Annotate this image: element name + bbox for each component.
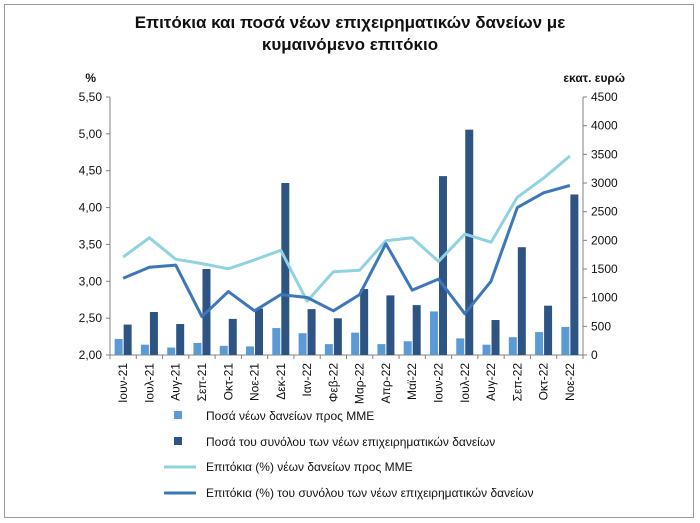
- x-tick-label: Νοε-22: [563, 363, 577, 401]
- x-tick-label: Ιουν-22: [431, 363, 445, 403]
- bar-total-amount: [544, 305, 553, 355]
- x-tick-label: Μαϊ-22: [405, 363, 419, 400]
- x-tick-labels: Ιουν-21 Ιουλ-21 Αυγ-21 Σεπ-21 Οκτ-21 Νοε-21 Δε…: [116, 363, 577, 404]
- bar-total-amount: [360, 289, 369, 355]
- bar-sme-amount: [219, 345, 228, 355]
- x-tick-label: Ιαν-22: [300, 363, 314, 397]
- bar-sme-amount: [403, 341, 412, 355]
- bar-sme-amount: [456, 338, 465, 355]
- left-tick-label: 5,00: [79, 127, 103, 141]
- right-tick-label: 3000: [591, 176, 618, 190]
- x-tick-label: Οκτ-21: [221, 363, 235, 401]
- bar-sme-amount: [429, 311, 438, 355]
- left-tick-label: 2,00: [79, 348, 103, 362]
- chart-title-line-1: Επιτόκια και ποσά νέων επιχειρηματικών δ…: [134, 13, 566, 32]
- bar-total-amount: [255, 308, 264, 355]
- bar-total-amount: [491, 320, 500, 355]
- bar-sme-amount: [140, 344, 149, 355]
- bar-sme-amount: [298, 333, 307, 355]
- legend-swatch: [174, 411, 182, 419]
- x-tick-label: Αυγ-21: [169, 363, 183, 401]
- left-tick-label: 3,00: [79, 274, 103, 288]
- legend-label: Ποσά του συνόλου των νέων επιχειρηματικώ…: [206, 435, 495, 449]
- bars: [114, 129, 579, 355]
- line-total-rate: [122, 184, 571, 319]
- left-axis-unit: %: [85, 71, 96, 85]
- left-tick-label: 5,50: [79, 90, 103, 104]
- bar-sme-amount: [377, 344, 386, 355]
- bar-sme-amount: [482, 344, 491, 355]
- right-tick-label: 4500: [591, 90, 618, 104]
- x-tick-label: Ιουλ-21: [142, 363, 156, 403]
- bar-total-amount: [281, 183, 290, 355]
- bar-sme-amount: [351, 332, 360, 355]
- x-tick-label: Νοε-21: [248, 363, 262, 401]
- bar-sme-amount: [167, 347, 176, 355]
- bar-total-amount: [570, 194, 579, 355]
- bar-sme-amount: [193, 342, 202, 355]
- x-tick-label: Ιουλ-22: [458, 363, 472, 403]
- left-tick-label: 2,50: [79, 311, 103, 325]
- right-tick-label: 4000: [591, 119, 618, 133]
- right-tick-label: 2000: [591, 233, 618, 247]
- legend: Ποσά νέων δανείων προς ΜΜΕ Ποσά του συνόλ…: [164, 409, 534, 500]
- left-tick-label: 4,00: [79, 201, 103, 215]
- lines: [122, 154, 571, 319]
- x-tick-label: Οκτ-22: [537, 363, 551, 401]
- right-tick-label: 1500: [591, 262, 618, 276]
- bar-sme-amount: [272, 328, 281, 355]
- chart-title: Επιτόκια και ποσά νέων επιχειρηματικών δ…: [0, 12, 700, 56]
- right-tick-label: 500: [591, 319, 611, 333]
- chart-frame: [4, 4, 694, 518]
- bar-sme-amount: [246, 346, 255, 355]
- chart-title-line-2: κυμαινόμενο επιτόκιο: [261, 35, 439, 54]
- x-tick-label: Σεπ-21: [195, 363, 209, 402]
- legend-swatch: [174, 437, 182, 445]
- bar-sme-amount: [508, 337, 517, 355]
- x-tick-label: Αυγ-22: [484, 363, 498, 401]
- axes: 2,00 2,50 3,00 3,50 4,00 4,50 5,00 5,50 0 500 1000…: [79, 90, 618, 362]
- bar-total-amount: [412, 305, 421, 355]
- bar-total-amount: [228, 318, 237, 355]
- bar-total-amount: [123, 324, 132, 355]
- bar-sme-amount: [535, 332, 544, 355]
- x-tick-label: Δεκ-21: [274, 363, 288, 400]
- x-tick-label: Σεπ-22: [510, 363, 524, 402]
- bar-sme-amount: [561, 326, 570, 355]
- bar-total-amount: [386, 295, 395, 355]
- left-tick-label: 4,50: [79, 164, 103, 178]
- right-tick-label: 3500: [591, 147, 618, 161]
- line-sme-rate: [122, 154, 571, 303]
- right-tick-label: 1000: [591, 291, 618, 305]
- legend-label: Επιτόκια (%) νέων δανείων προς ΜΜΕ: [206, 460, 413, 474]
- bar-total-amount: [149, 312, 158, 355]
- x-tick-label: Φεβ-22: [326, 363, 340, 402]
- right-tick-label: 0: [591, 348, 598, 362]
- right-axis-unit: εκατ. ευρώ: [563, 71, 625, 85]
- bar-sme-amount: [114, 338, 123, 355]
- x-tick-label: Ιουν-21: [116, 363, 130, 403]
- legend-label: Ποσά νέων δανείων προς ΜΜΕ: [206, 409, 374, 423]
- bar-total-amount: [307, 309, 316, 355]
- bar-total-amount: [517, 247, 526, 355]
- bar-total-amount: [465, 129, 474, 355]
- bar-total-amount: [176, 324, 185, 355]
- x-tick-label: Απρ-22: [379, 363, 393, 404]
- bar-total-amount: [333, 318, 342, 355]
- bar-sme-amount: [324, 344, 333, 355]
- bar-total-amount: [438, 176, 447, 355]
- right-tick-label: 2500: [591, 205, 618, 219]
- left-tick-label: 3,50: [79, 237, 103, 251]
- legend-label: Επιτόκια (%) του συνόλου των νέων επιχει…: [206, 486, 534, 500]
- x-tick-label: Μαρ-22: [353, 363, 367, 404]
